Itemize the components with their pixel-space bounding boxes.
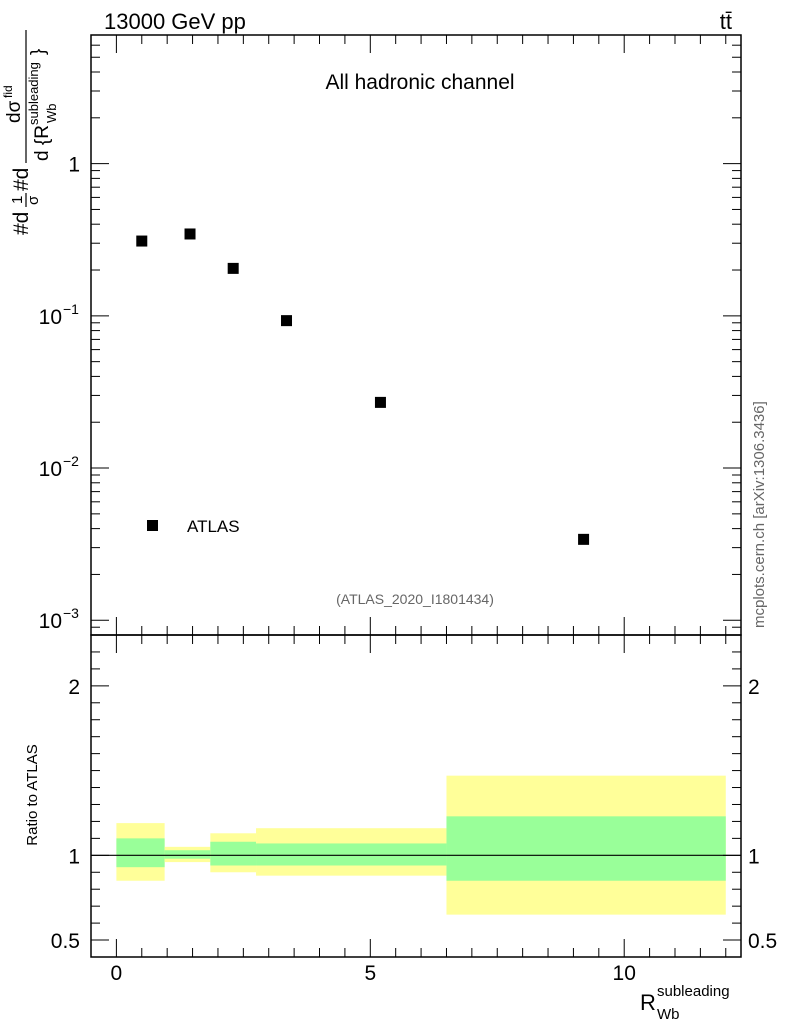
ylabel-close: }	[28, 49, 49, 55]
ratio-y-tick-label-right-0: 0.5	[748, 930, 777, 953]
energy-label: 13000 GeV pp	[104, 9, 246, 34]
main-plot-frame	[90, 34, 742, 636]
main-x-ticks	[115, 35, 727, 635]
ratio-inner-band-0	[116, 838, 165, 868]
ratio-inner-band-4	[446, 816, 726, 881]
x-axis-label-sup: subleading	[657, 983, 730, 1000]
ylabel-sigma: σ	[25, 195, 42, 205]
main-y-tick-label-1: 10	[39, 306, 62, 329]
main-y-axis-label: #d 1 σ #d dσ fid d {R subleading Wb }	[1, 30, 59, 235]
ratio-bands	[91, 775, 741, 915]
ylabel-fid: fid	[1, 85, 15, 98]
x-tick-label-2: 10	[613, 962, 636, 985]
main-y-tick-label-3: 10	[39, 610, 62, 633]
ratio-inner-band-1	[164, 850, 211, 859]
ratio-y-tick-label-0: 0.5	[51, 930, 80, 953]
ylabel-denominator: d {R	[32, 125, 53, 161]
x-axis-label-sub: Wb	[657, 1006, 680, 1023]
legend-marker-atlas	[147, 520, 158, 531]
data-points	[136, 228, 590, 545]
ratio-y-tick-label-1: 1	[68, 845, 80, 868]
data-point-5	[578, 533, 590, 545]
ratio-ticks: 0 5 10 0.5 0.5 1 1 2 2	[51, 634, 777, 985]
x-tick-label-0: 0	[111, 962, 123, 985]
ylabel-denominator-sub: Wb	[44, 104, 59, 124]
data-point-3	[281, 315, 293, 327]
ylabel-denominator-sup: subleading	[26, 62, 41, 125]
main-y-tick-exp-3: −3	[63, 605, 79, 621]
main-y-tick-label-2: 10	[39, 458, 62, 481]
ratio-inner-band-3	[256, 843, 447, 866]
ylabel-one: 1	[9, 196, 26, 204]
ratio-plot-frame	[90, 634, 742, 958]
analysis-tag: (ATLAS_2020_I1801434)	[336, 591, 494, 607]
main-y-ticks: 110−110−210−3	[39, 34, 741, 636]
ratio-inner-band-2	[210, 841, 257, 866]
svg-text:#d: #d	[10, 212, 33, 235]
ratio-y-tick-label-2: 2	[68, 676, 80, 699]
watermark: mcplots.cern.ch [arXiv:1306.3436]	[751, 401, 768, 628]
process-label: tt̄	[720, 9, 732, 34]
data-point-0	[136, 235, 148, 247]
ratio-y-axis-label: Ratio to ATLAS	[24, 744, 41, 845]
data-point-4	[374, 396, 386, 408]
x-axis-label-main: R	[640, 990, 656, 1015]
chart-title: All hadronic channel	[325, 71, 514, 94]
main-y-tick-exp-2: −2	[63, 453, 79, 469]
ylabel-dsigma: dσ	[4, 100, 25, 123]
x-tick-label-1: 5	[364, 962, 376, 985]
ratio-y-tick-label-right-1: 1	[748, 845, 760, 868]
main-y-tick-label-0: 1	[68, 154, 80, 177]
main-y-tick-exp-1: −1	[63, 301, 79, 317]
data-point-1	[184, 228, 196, 240]
ratio-y-tick-label-right-2: 2	[748, 676, 760, 699]
ylabel-prefix: #d	[10, 212, 33, 235]
ylabel-middle: #d	[10, 168, 33, 191]
data-point-2	[227, 262, 239, 274]
x-axis-label: R subleading Wb	[640, 983, 730, 1023]
legend-label-atlas: ATLAS	[187, 517, 240, 536]
